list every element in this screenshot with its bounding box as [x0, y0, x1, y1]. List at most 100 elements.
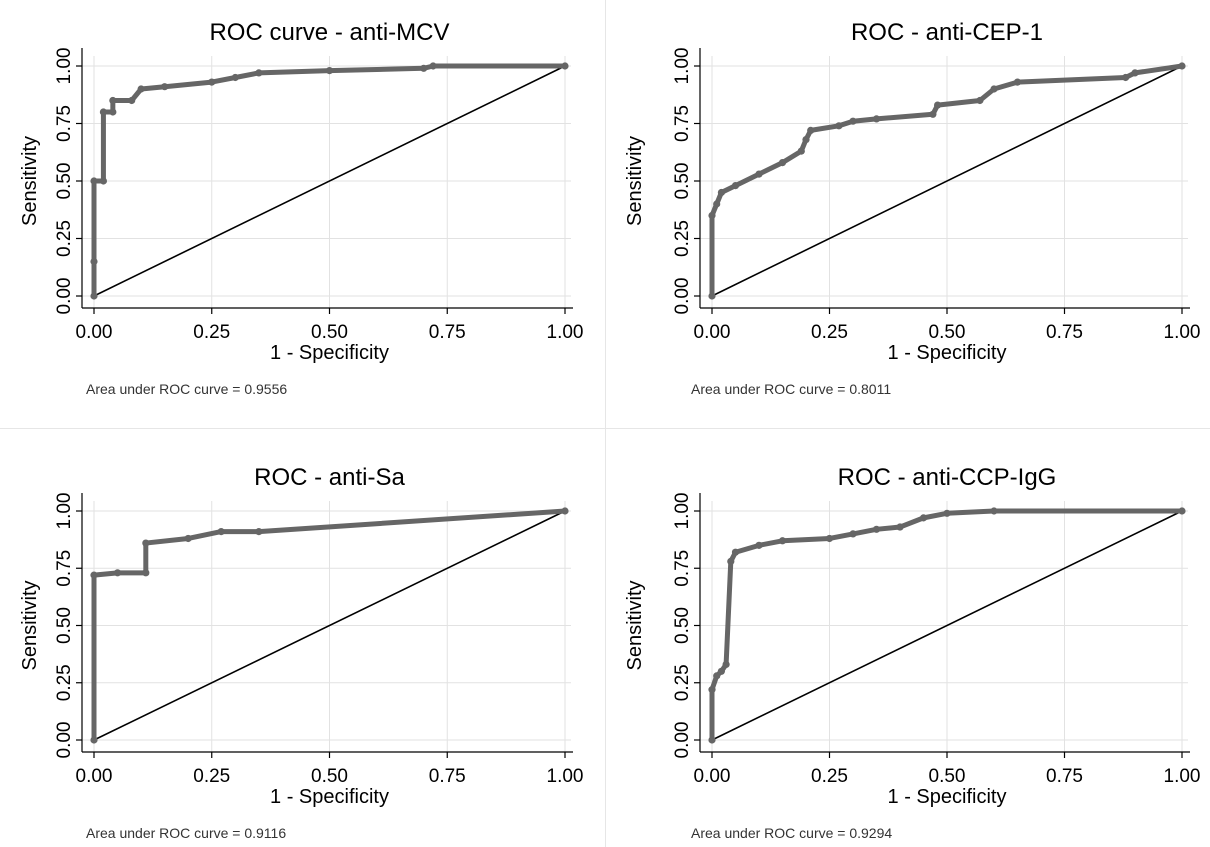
roc-point	[255, 528, 263, 536]
roc-point	[1178, 507, 1186, 515]
roc-point	[990, 507, 998, 515]
roc-point	[727, 557, 735, 565]
roc-point	[217, 528, 225, 536]
x-tick-label: 0.25	[193, 322, 230, 343]
y-tick-label: 0.50	[54, 607, 75, 644]
x-tick-label: 0.25	[811, 766, 848, 787]
auc-note: Area under ROC curve = 0.8011	[691, 381, 891, 397]
roc-point	[802, 136, 810, 144]
roc-point	[778, 159, 787, 167]
roc-point	[713, 672, 721, 680]
x-tick-label: 0.00	[76, 766, 113, 787]
y-tick-label: 1.00	[54, 48, 75, 85]
roc-point	[142, 539, 150, 547]
y-tick-label: 0.25	[54, 220, 75, 257]
x-tick-label: 0.50	[311, 766, 348, 787]
x-axis-label: 1 - Specificity	[270, 786, 389, 808]
y-tick-label: 0.50	[672, 607, 693, 644]
roc-point	[90, 257, 98, 266]
roc-point	[128, 96, 136, 105]
y-tick-label: 0.25	[54, 664, 75, 701]
reference-line	[93, 65, 566, 297]
roc-point	[99, 177, 108, 185]
roc-point	[113, 569, 122, 577]
roc-point	[708, 686, 716, 694]
y-tick-label: 0.75	[672, 550, 693, 587]
roc-point	[137, 85, 145, 93]
x-tick-label: 0.50	[929, 766, 966, 787]
auc-note: Area under ROC curve = 0.9116	[86, 825, 286, 841]
reference-line	[93, 510, 566, 741]
roc-point	[1178, 62, 1186, 70]
x-tick-label: 0.50	[929, 322, 966, 343]
roc-point	[90, 571, 98, 579]
roc-point	[731, 182, 740, 190]
roc-point	[755, 541, 763, 549]
y-axis-label: Sensitivity	[19, 580, 41, 670]
chart-title: ROC - anti-Sa	[254, 464, 405, 491]
roc-point	[420, 64, 428, 72]
reference-line	[711, 510, 1183, 741]
y-axis-label: Sensitivity	[624, 136, 646, 226]
x-tick-label: 0.75	[1046, 322, 1083, 343]
roc-point	[109, 108, 117, 116]
x-tick-label: 1.00	[547, 766, 584, 787]
roc-point	[708, 736, 716, 744]
y-tick-label: 1.00	[54, 493, 75, 530]
y-tick-label: 0.75	[672, 105, 693, 142]
x-tick-label: 0.00	[694, 322, 731, 343]
roc-point	[919, 514, 928, 522]
roc-point	[161, 83, 169, 91]
x-axis-label: 1 - Specificity	[270, 342, 389, 364]
x-tick-label: 0.75	[429, 766, 466, 787]
y-tick-label: 0.75	[54, 550, 75, 587]
roc-point	[797, 147, 805, 155]
roc-point	[976, 96, 984, 105]
x-tick-label: 0.75	[429, 322, 466, 343]
chart-panel-1: 0.000.00 0.25 0.25 0.50 0.50 0.75 0.75 1.00 1.00…	[19, 19, 583, 397]
roc-point	[1013, 78, 1022, 86]
roc-point	[208, 78, 216, 86]
y-tick-label: 1.00	[672, 493, 693, 530]
vertical-divider	[605, 0, 606, 847]
y-axis-label: Sensitivity	[624, 580, 646, 670]
roc-point	[731, 548, 740, 556]
y-axis-label: Sensitivity	[19, 136, 41, 226]
roc-point	[722, 660, 730, 669]
roc-point	[708, 292, 716, 300]
y-tick-label: 0.00	[54, 722, 75, 759]
x-tick-label: 0.00	[694, 766, 731, 787]
x-tick-label: 1.00	[547, 322, 584, 343]
auc-note: Area under ROC curve = 0.9294	[691, 825, 892, 841]
roc-point	[561, 62, 569, 70]
roc-point	[778, 537, 787, 545]
y-tick-label: 1.00	[672, 48, 693, 85]
roc-point	[872, 115, 881, 123]
y-tick-label: 0.00	[54, 278, 75, 315]
y-tick-label: 0.75	[54, 105, 75, 142]
roc-point	[713, 200, 721, 208]
y-tick-label: 0.50	[54, 163, 75, 200]
x-tick-label: 0.75	[1046, 766, 1083, 787]
y-tick-label: 0.00	[672, 278, 693, 315]
roc-point	[142, 569, 150, 577]
roc-point	[561, 507, 569, 515]
x-tick-label: 1.00	[1164, 322, 1201, 343]
roc-point	[717, 667, 726, 675]
x-tick-label: 0.00	[76, 322, 113, 343]
roc-point	[943, 509, 951, 517]
roc-point	[990, 85, 998, 93]
roc-point	[90, 177, 98, 185]
x-axis-label: 1 - Specificity	[888, 342, 1007, 364]
roc-point	[99, 108, 108, 116]
roc-point	[755, 170, 763, 178]
reference-line	[711, 65, 1183, 297]
roc-point	[717, 188, 726, 197]
auc-note: Area under ROC curve = 0.9556	[86, 381, 287, 397]
roc-point	[90, 292, 98, 300]
roc-point	[231, 73, 239, 82]
y-tick-label: 0.25	[672, 220, 693, 257]
roc-point	[90, 736, 98, 744]
x-axis-label: 1 - Specificity	[888, 786, 1007, 808]
